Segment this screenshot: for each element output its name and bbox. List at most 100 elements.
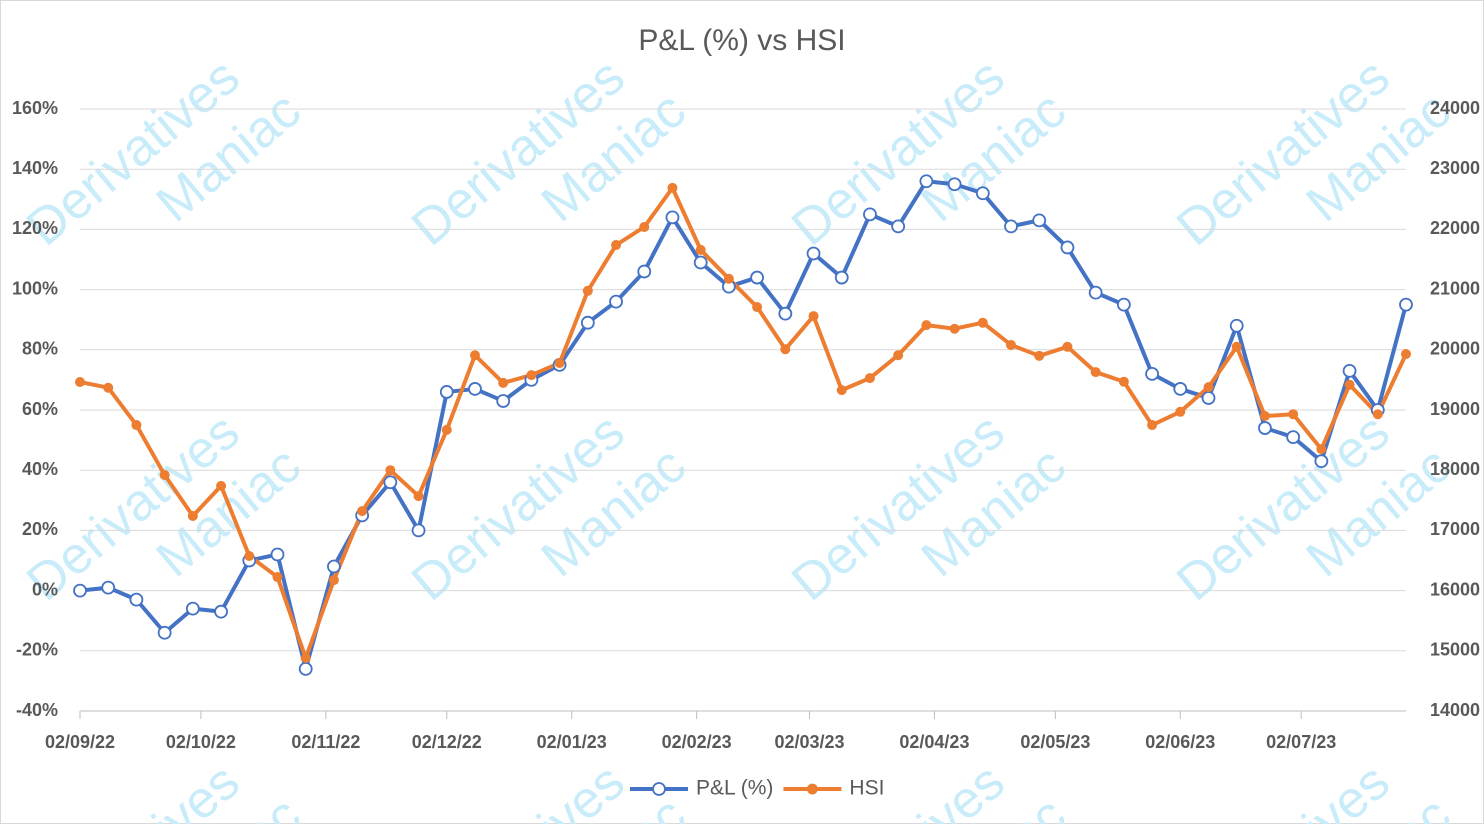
y-tick-label: 160% [12, 98, 58, 118]
point [159, 470, 170, 481]
point [864, 373, 875, 384]
legend: P&L (%) HSI [630, 777, 884, 800]
point [1316, 444, 1327, 455]
x-tick-label: 02/10/22 [166, 732, 236, 752]
x-tick-label: 02/03/23 [774, 732, 844, 752]
point [609, 294, 623, 309]
y2-tick-label: 24000 [1430, 98, 1480, 118]
point [808, 311, 819, 322]
point [752, 302, 763, 313]
x-tick-label: 02/09/22 [45, 732, 115, 752]
point [1231, 341, 1242, 352]
point [1034, 350, 1045, 361]
point [863, 207, 877, 222]
point [157, 625, 172, 640]
y2-tick-label: 16000 [1430, 579, 1480, 599]
point [1229, 318, 1244, 333]
y-tick-label: 20% [22, 519, 58, 539]
point [554, 358, 565, 369]
point [780, 344, 791, 355]
y-tick-label: 120% [12, 218, 58, 238]
point [580, 315, 595, 330]
point [1004, 219, 1018, 234]
point [1201, 391, 1216, 405]
point [1372, 409, 1383, 420]
point [1118, 376, 1129, 387]
point [498, 377, 509, 388]
legend-label: P&L (%) [696, 777, 773, 800]
point [103, 382, 114, 393]
point [496, 394, 511, 408]
point [639, 221, 650, 232]
legend-marker [807, 783, 818, 795]
point [1288, 409, 1299, 420]
point [1258, 421, 1272, 435]
point [949, 323, 960, 334]
y-tick-label: -40% [16, 700, 58, 720]
point [1173, 382, 1188, 396]
point [328, 575, 339, 586]
point [919, 174, 934, 189]
y-tick-label: 80% [22, 339, 58, 359]
point [611, 240, 622, 251]
point [439, 385, 454, 399]
point [1088, 285, 1103, 300]
point [216, 480, 227, 491]
y2-tick-label: 21000 [1430, 278, 1480, 298]
point [411, 523, 426, 538]
point [723, 273, 734, 284]
y2-tick-label: 18000 [1430, 459, 1480, 479]
point [1203, 382, 1214, 393]
point [1286, 430, 1301, 444]
legend-item: P&L (%) [630, 777, 773, 800]
y2-tick-label: 22000 [1430, 218, 1480, 238]
point [891, 219, 906, 234]
point [526, 370, 537, 381]
point [1090, 367, 1101, 378]
point [834, 270, 849, 285]
point [921, 320, 932, 331]
point [582, 285, 593, 296]
point [1259, 411, 1270, 422]
point [468, 382, 482, 396]
point [73, 583, 87, 598]
x-tick-label: 02/06/23 [1145, 732, 1215, 752]
point [806, 246, 821, 261]
y-tick-label: 100% [12, 278, 58, 298]
point [665, 210, 680, 225]
point [1399, 297, 1413, 312]
point [214, 604, 228, 619]
point [637, 264, 652, 279]
point [357, 506, 368, 517]
point [975, 186, 990, 201]
point [1006, 339, 1017, 350]
point [695, 244, 706, 255]
point [1060, 240, 1075, 255]
point [413, 491, 424, 502]
point [300, 653, 311, 664]
y-tick-label: 0% [32, 579, 58, 599]
point [298, 661, 313, 676]
x-tick-label: 02/01/23 [537, 732, 607, 752]
point [129, 592, 144, 607]
x-tick-label: 02/02/23 [662, 732, 732, 752]
point [778, 306, 793, 321]
point [270, 547, 285, 562]
point [1342, 363, 1357, 378]
legend-label: HSI [849, 777, 884, 800]
point [1145, 366, 1159, 381]
point [667, 182, 678, 193]
point [750, 270, 765, 285]
legend-marker [652, 782, 666, 796]
point [693, 255, 708, 270]
x-tick-label: 02/07/23 [1266, 732, 1336, 752]
point [244, 550, 255, 561]
point [75, 377, 85, 388]
series-line [79, 185, 1408, 661]
y2-tick-label: 17000 [1430, 519, 1480, 539]
point [1116, 297, 1131, 312]
y-tick-label: -20% [16, 640, 58, 660]
point [1147, 420, 1158, 431]
